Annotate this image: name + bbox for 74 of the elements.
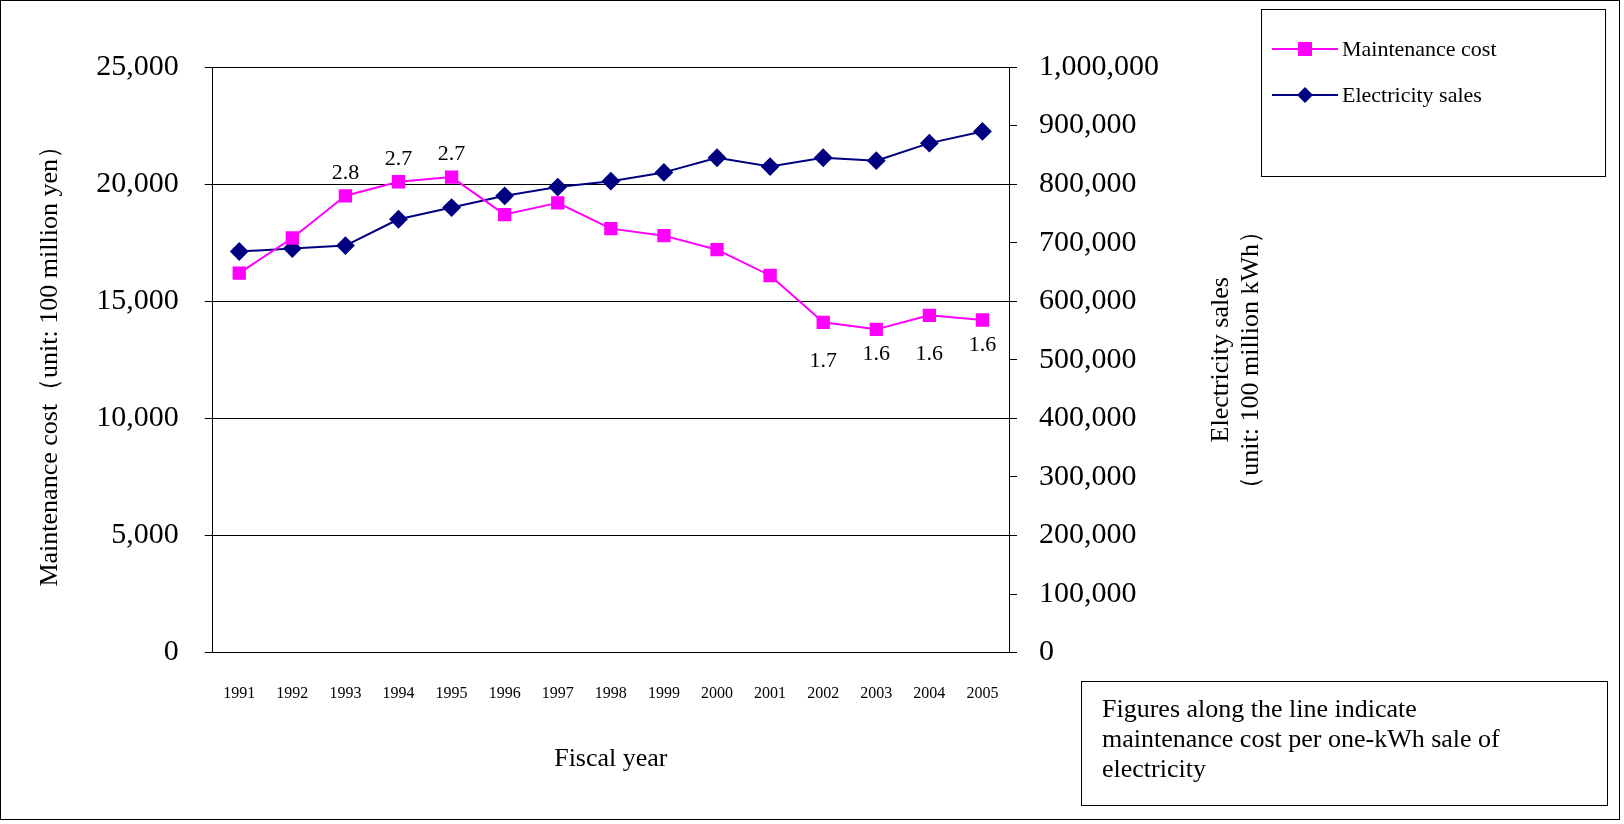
y2-tick-label: 500,000 <box>1039 340 1137 374</box>
x-tick-label: 2005 <box>966 684 999 702</box>
point <box>922 308 937 322</box>
point <box>816 315 830 329</box>
annotation: 2.7 <box>384 144 413 170</box>
annotation: 2.7 <box>437 139 466 165</box>
legend-label: Electricity sales <box>1342 82 1482 108</box>
annotation: 1.6 <box>862 340 891 366</box>
point <box>391 175 406 189</box>
x-tick-label: 2000 <box>701 684 734 702</box>
point <box>232 266 246 280</box>
point <box>495 186 514 205</box>
annotation: 1.7 <box>809 347 837 373</box>
y-tick-label: 25,000 <box>96 47 179 81</box>
y2-tick-label: 800,000 <box>1039 164 1137 198</box>
point <box>338 189 353 203</box>
y-tick-label: 15,000 <box>96 282 179 316</box>
x-tick-label: 1998 <box>594 684 627 702</box>
y2-tick-label: 400,000 <box>1039 399 1137 433</box>
x-tick-label: 2001 <box>754 684 787 702</box>
x-tick-label: 1994 <box>382 684 415 702</box>
y-tick-label: 0 <box>163 633 179 667</box>
y-tick-label: 10,000 <box>96 399 179 433</box>
point <box>389 210 408 229</box>
point <box>604 221 618 236</box>
point <box>230 242 249 261</box>
point <box>920 134 939 153</box>
x-tick-label: 1995 <box>435 684 468 702</box>
y2-tick-label: 100,000 <box>1039 574 1137 608</box>
annotation: 1.6 <box>968 330 997 356</box>
point <box>710 243 724 257</box>
point <box>814 148 833 167</box>
y-tick-label: 20,000 <box>96 164 179 198</box>
x-tick-label: 2003 <box>860 684 893 702</box>
point <box>285 231 299 245</box>
point <box>336 236 355 255</box>
annotation: 2.8 <box>331 158 360 184</box>
point <box>973 122 992 141</box>
x-tick-label: 1997 <box>541 684 574 702</box>
y2-tick-label: 0 <box>1039 633 1054 667</box>
x-tick-label: 1993 <box>329 684 362 702</box>
x-tick-label: 1999 <box>647 684 680 702</box>
point <box>498 207 512 222</box>
y2-tick-label: 1,000,000 <box>1039 47 1159 81</box>
y2-tick-label: 200,000 <box>1039 516 1137 550</box>
point <box>657 229 671 243</box>
point <box>444 170 459 184</box>
point <box>654 163 673 182</box>
point <box>708 148 727 167</box>
point <box>442 198 461 217</box>
x-axis-title: Fiscal year <box>554 743 668 773</box>
point <box>869 322 883 337</box>
y2-tick-label: 700,000 <box>1039 223 1137 257</box>
y2-tick-label: 900,000 <box>1039 106 1137 140</box>
y2-axis-title: Electricity sales （unit: 100 million kWh） <box>1204 217 1264 502</box>
point <box>761 157 780 176</box>
annotation: 1.6 <box>915 340 944 366</box>
point <box>548 178 567 197</box>
y-axis-title: Maintenance cost（unit: 100 million yen） <box>34 133 64 587</box>
point <box>763 268 777 283</box>
legend-label: Maintenance cost <box>1342 36 1497 62</box>
x-tick-label: 1991 <box>223 684 256 702</box>
y-tick-label: 5,000 <box>111 516 179 550</box>
x-tick-label: 1992 <box>276 684 309 702</box>
x-tick-label: 2004 <box>913 684 946 702</box>
x-tick-label: 2002 <box>807 684 840 702</box>
point <box>867 151 886 170</box>
y2-tick-label: 600,000 <box>1039 282 1137 316</box>
point <box>551 196 565 210</box>
y2-tick-label: 300,000 <box>1039 457 1137 491</box>
text: Figures along the line indicate maintenance cost per one-kWh sale of electricity <box>1102 694 1501 784</box>
point <box>601 172 620 191</box>
x-tick-label: 1996 <box>488 684 521 702</box>
point <box>975 313 990 327</box>
